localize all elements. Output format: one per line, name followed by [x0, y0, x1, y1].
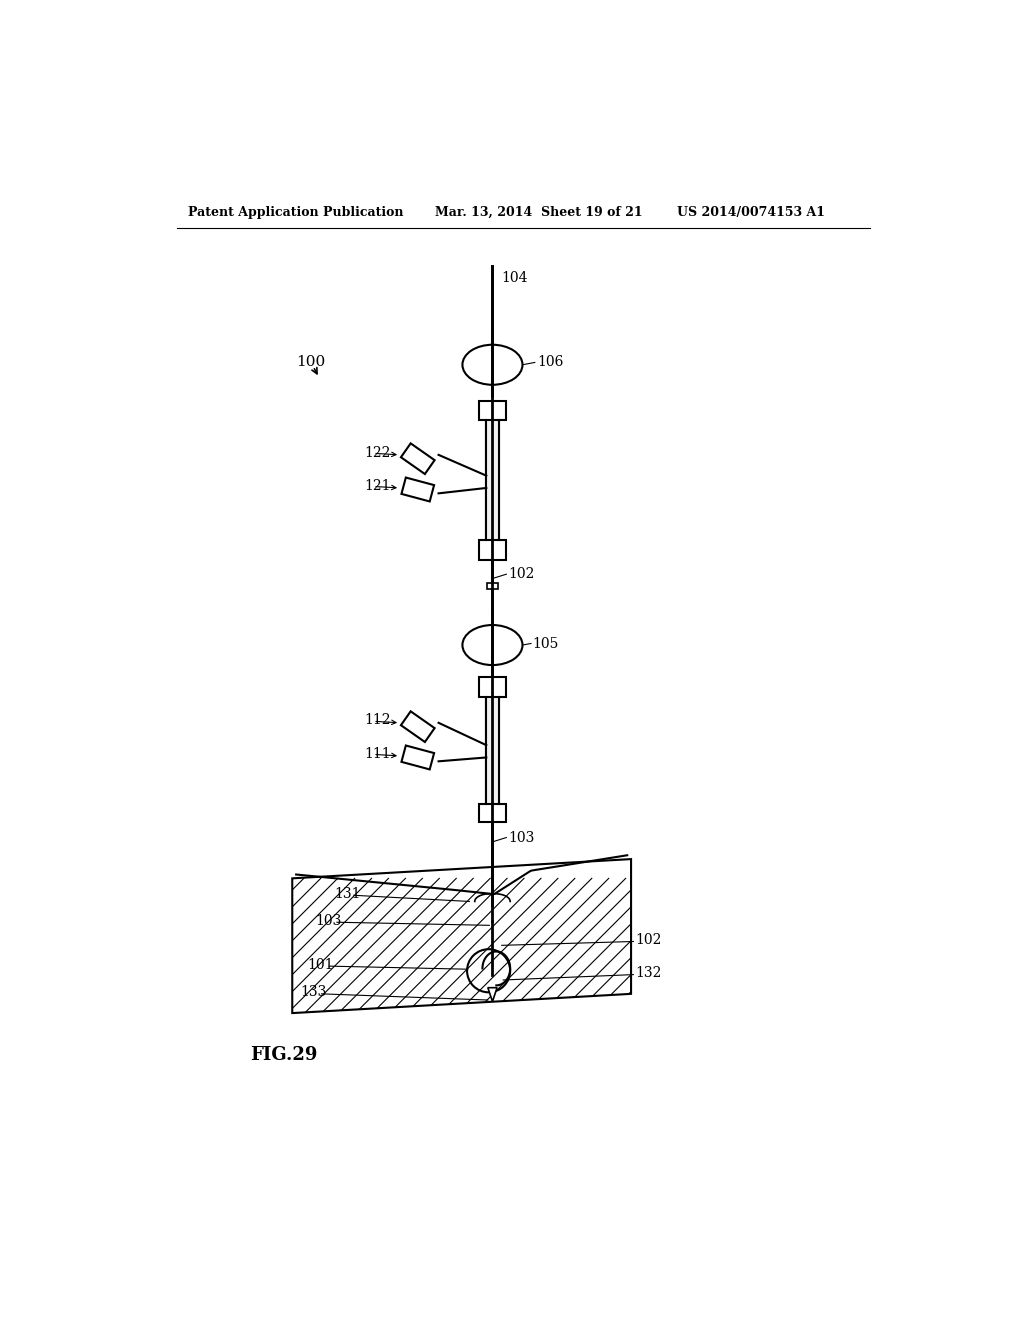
Text: FIG.29: FIG.29 [250, 1047, 317, 1064]
Text: 131: 131 [335, 887, 361, 900]
Bar [487, 582, 498, 589]
Polygon shape [401, 478, 434, 502]
Text: 133: 133 [300, 985, 327, 999]
Text: 100: 100 [296, 355, 326, 370]
Text: 103: 103 [315, 913, 342, 928]
Text: 103: 103 [508, 830, 535, 845]
Text: 102: 102 [635, 933, 662, 946]
Polygon shape [401, 711, 434, 742]
Text: 132: 132 [635, 966, 662, 979]
Bar [478, 540, 506, 561]
Polygon shape [401, 746, 434, 770]
Bar [478, 804, 506, 822]
Text: 101: 101 [307, 957, 334, 972]
Text: 104: 104 [502, 271, 528, 285]
Polygon shape [401, 444, 434, 474]
Bar [478, 677, 506, 697]
Text: 121: 121 [364, 479, 390, 492]
Polygon shape [487, 987, 497, 1002]
Text: 112: 112 [364, 714, 390, 727]
Text: 111: 111 [364, 747, 390, 760]
Text: 106: 106 [538, 355, 563, 370]
Bar [478, 401, 506, 420]
Text: Mar. 13, 2014  Sheet 19 of 21: Mar. 13, 2014 Sheet 19 of 21 [435, 206, 642, 219]
Text: 102: 102 [508, 568, 535, 581]
Text: US 2014/0074153 A1: US 2014/0074153 A1 [677, 206, 825, 219]
Bar [486, 697, 499, 804]
Polygon shape [292, 859, 631, 1014]
Text: Patent Application Publication: Patent Application Publication [188, 206, 403, 219]
Bar [486, 420, 499, 540]
Text: 122: 122 [364, 446, 390, 459]
Text: 105: 105 [532, 636, 559, 651]
